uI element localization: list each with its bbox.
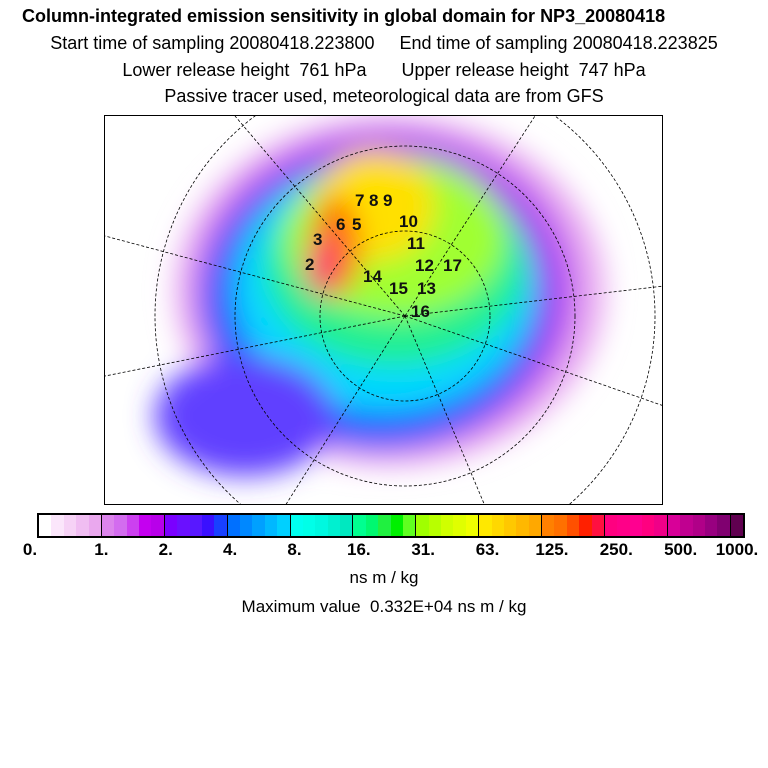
colorbar-swatch bbox=[315, 515, 328, 536]
colorbar-swatch bbox=[415, 515, 429, 536]
colorbar-swatch bbox=[63, 515, 77, 536]
point-label: 14 bbox=[363, 267, 382, 286]
colorbar-swatch bbox=[151, 515, 164, 536]
colorbar-swatch bbox=[642, 515, 655, 536]
colorbar-swatch bbox=[302, 515, 316, 536]
colorbar-swatch bbox=[692, 515, 705, 536]
point-label: 17 bbox=[443, 256, 462, 275]
colorbar-swatch bbox=[579, 515, 592, 536]
colorbar-swatch bbox=[516, 515, 529, 536]
colorbar-tick-label: 8. bbox=[287, 540, 302, 559]
colorbar-tick-label: 63. bbox=[475, 540, 500, 559]
colorbar-swatch bbox=[591, 515, 604, 536]
point-label: 8 bbox=[369, 191, 379, 210]
maximum-value: Maximum value 0.332E+04 ns m / kg bbox=[241, 597, 527, 616]
colorbar-tick-label: 250. bbox=[599, 540, 633, 559]
colorbar-swatch bbox=[478, 515, 492, 536]
colorbar-swatch bbox=[126, 515, 139, 536]
colorbar-swatch bbox=[163, 515, 178, 536]
colorbar-tick-label: 16. bbox=[346, 540, 371, 559]
colorbar-swatch bbox=[289, 515, 303, 536]
colorbar-swatch bbox=[402, 515, 416, 536]
colorbar-tick-label: 125. bbox=[535, 540, 569, 559]
colorbar-unit: ns m / kg bbox=[349, 568, 419, 587]
colorbar-swatch bbox=[39, 515, 52, 536]
point-label: 2 bbox=[305, 255, 315, 274]
colorbar-swatch bbox=[214, 515, 227, 536]
release-height: Lower release height 761 hPa Upper relea… bbox=[122, 60, 646, 80]
colorbar-swatch bbox=[453, 515, 466, 536]
colorbar-swatch bbox=[666, 515, 681, 536]
colorbar-tick-label: 1000. bbox=[715, 540, 759, 559]
point-label: 6 bbox=[336, 215, 346, 234]
colorbar-tick-label: 500. bbox=[664, 540, 698, 559]
colorbar-swatch bbox=[226, 515, 240, 536]
colorbar-swatch bbox=[503, 515, 517, 536]
point-label: 9 bbox=[383, 191, 393, 210]
colorbar-swatch bbox=[491, 515, 504, 536]
point-label: 16 bbox=[411, 302, 430, 321]
colorbar-swatch bbox=[240, 515, 253, 536]
sensitivity-field bbox=[155, 116, 605, 476]
point-label: 3 bbox=[313, 230, 323, 249]
colorbar-swatch bbox=[428, 515, 441, 536]
colorbar-swatch bbox=[717, 515, 730, 536]
colorbar-swatch bbox=[327, 515, 340, 536]
colorbar-swatch bbox=[704, 515, 718, 536]
colorbar-swatch bbox=[352, 515, 366, 536]
colorbar-swatch bbox=[189, 515, 202, 536]
emission-sensitivity-map: 2 3 6 5 7 8 9 10 11 12 13 14 15 16 17 bbox=[104, 115, 663, 505]
sampling-time: Start time of sampling 20080418.223800 E… bbox=[50, 33, 718, 53]
colorbar-swatch bbox=[139, 515, 152, 536]
colorbar-swatch bbox=[51, 515, 64, 536]
colorbar-swatch bbox=[629, 515, 642, 536]
colorbar-swatch bbox=[277, 515, 290, 536]
colorbar-tick-label: 4. bbox=[222, 540, 238, 559]
map-field bbox=[105, 116, 662, 504]
colorbar-swatch bbox=[201, 515, 215, 536]
point-label: 12 bbox=[415, 256, 434, 275]
colorbar-swatch bbox=[554, 515, 567, 536]
point-label: 7 bbox=[355, 191, 365, 210]
graticule bbox=[105, 116, 662, 504]
colorbar bbox=[37, 513, 745, 538]
colorbar-swatch bbox=[100, 515, 115, 536]
colorbar-swatch bbox=[617, 515, 630, 536]
colorbar-swatch bbox=[264, 515, 278, 536]
colorbar-swatch bbox=[603, 515, 618, 536]
colorbar-tick-label: 2. bbox=[158, 540, 173, 559]
colorbar-swatch bbox=[729, 515, 743, 536]
colorbar-swatch bbox=[365, 515, 379, 536]
point-label: 5 bbox=[352, 215, 362, 234]
point-label: 15 bbox=[389, 279, 408, 298]
colorbar-swatch bbox=[88, 515, 101, 536]
colorbar-swatch bbox=[441, 515, 454, 536]
colorbar-swatch bbox=[654, 515, 667, 536]
colorbar-swatch bbox=[566, 515, 580, 536]
colorbar-swatch bbox=[252, 515, 265, 536]
colorbar-swatch bbox=[76, 515, 89, 536]
colorbar-swatch bbox=[465, 515, 479, 536]
colorbar-tick-label: 31. bbox=[411, 540, 435, 559]
colorbar-swatch bbox=[680, 515, 693, 536]
point-label: 10 bbox=[399, 212, 418, 231]
tracer-info: Passive tracer used, meteorological data… bbox=[164, 86, 604, 106]
plot-title: Column-integrated emission sensitivity i… bbox=[22, 6, 666, 26]
point-label: 11 bbox=[407, 234, 425, 253]
colorbar-swatch bbox=[528, 515, 541, 536]
colorbar-swatch bbox=[541, 515, 555, 536]
point-label: 13 bbox=[417, 279, 436, 298]
colorbar-tick-label: 1. bbox=[94, 540, 109, 559]
colorbar-swatch bbox=[340, 515, 353, 536]
colorbar-swatch bbox=[177, 515, 190, 536]
colorbar-swatch bbox=[390, 515, 403, 536]
colorbar-tick-label: 0. bbox=[22, 540, 38, 559]
colorbar-swatch bbox=[378, 515, 391, 536]
colorbar-swatch bbox=[114, 515, 127, 536]
